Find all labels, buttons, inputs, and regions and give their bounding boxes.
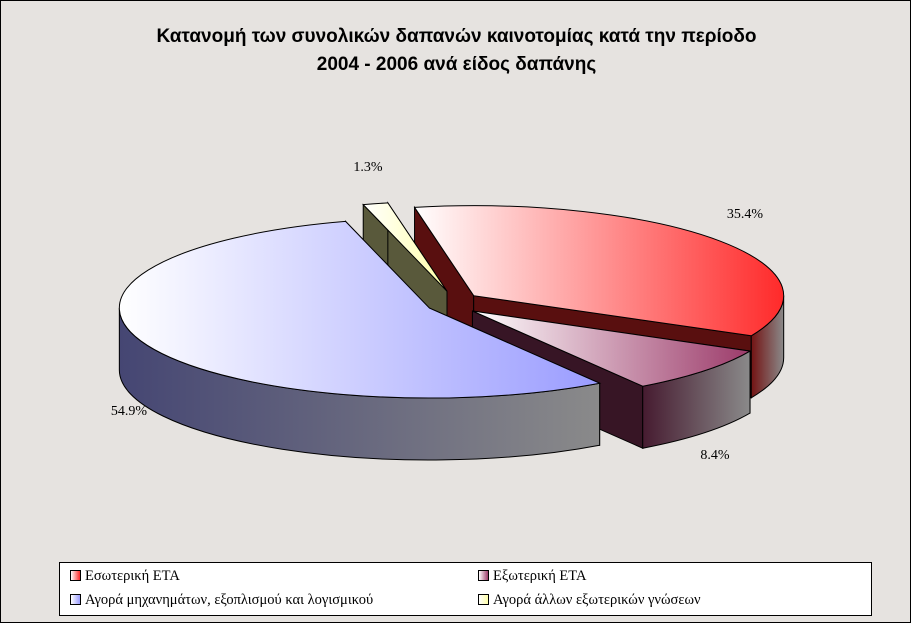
data-label: 35.4% bbox=[727, 207, 764, 222]
legend-swatch bbox=[70, 594, 81, 606]
chart-title-line-2: 2004 - 2006 ανά είδος δαπάνης bbox=[316, 54, 597, 75]
data-label: 1.3% bbox=[353, 160, 383, 175]
data-label: 54.9% bbox=[111, 404, 148, 419]
legend-swatch bbox=[478, 570, 489, 582]
legend-swatch bbox=[70, 570, 81, 582]
pie-slice bbox=[118, 220, 602, 399]
chart-title-line-1: Κατανομή των συνολικών δαπανών καινοτομί… bbox=[156, 26, 757, 47]
pie-slice bbox=[413, 205, 785, 337]
legend-label: Εξωτερική ΕΤΑ bbox=[493, 568, 587, 584]
chart-legend: Εσωτερική ΕΤΑ Εξωτερική ΕΤΑ Αγορά μηχανημά… bbox=[59, 562, 872, 616]
legend-label: Αγορά μηχανημάτων, εξοπλισμού και λογισμ… bbox=[85, 592, 374, 608]
chart-title: Κατανομή των συνολικών δαπανών καινοτομί… bbox=[1, 23, 910, 79]
legend-swatch bbox=[478, 594, 489, 606]
pie-slice bbox=[362, 202, 448, 292]
pie-slice bbox=[472, 310, 752, 387]
legend-label: Εσωτερική ΕΤΑ bbox=[85, 568, 180, 584]
legend-label: Αγορά άλλων εξωτερικών γνώσεων bbox=[493, 592, 701, 608]
legend-item: Αγορά μηχανημάτων, εξοπλισμού και λογισμ… bbox=[70, 590, 373, 610]
legend-item: Εξωτερική ΕΤΑ bbox=[478, 566, 586, 586]
data-label: 8.4% bbox=[700, 448, 730, 463]
legend-item: Εσωτερική ΕΤΑ bbox=[70, 566, 180, 586]
legend-item: Αγορά άλλων εξωτερικών γνώσεων bbox=[478, 590, 701, 610]
